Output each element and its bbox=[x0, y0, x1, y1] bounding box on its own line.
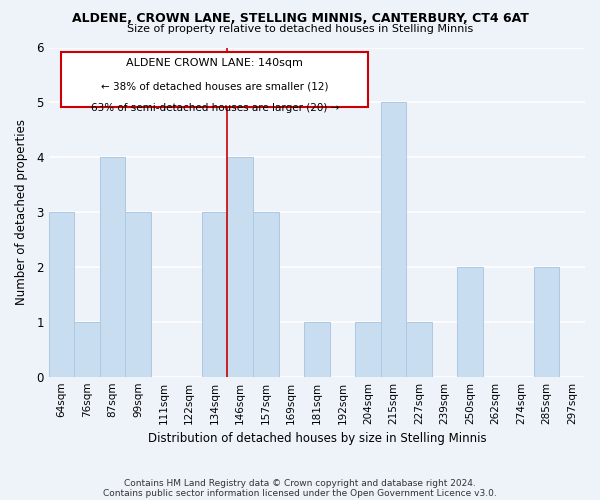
Bar bbox=[457, 267, 483, 376]
Text: Size of property relative to detached houses in Stelling Minnis: Size of property relative to detached ho… bbox=[127, 24, 473, 34]
Bar bbox=[304, 322, 329, 376]
X-axis label: Distribution of detached houses by size in Stelling Minnis: Distribution of detached houses by size … bbox=[148, 432, 486, 445]
Bar bbox=[380, 102, 406, 376]
Text: ALDENE, CROWN LANE, STELLING MINNIS, CANTERBURY, CT4 6AT: ALDENE, CROWN LANE, STELLING MINNIS, CAN… bbox=[71, 12, 529, 26]
Text: ← 38% of detached houses are smaller (12): ← 38% of detached houses are smaller (12… bbox=[101, 82, 328, 92]
Bar bbox=[125, 212, 151, 376]
Text: ALDENE CROWN LANE: 140sqm: ALDENE CROWN LANE: 140sqm bbox=[126, 58, 303, 68]
Bar bbox=[406, 322, 432, 376]
Bar bbox=[253, 212, 278, 376]
Bar bbox=[355, 322, 380, 376]
Bar bbox=[74, 322, 100, 376]
Bar bbox=[100, 157, 125, 376]
Y-axis label: Number of detached properties: Number of detached properties bbox=[15, 119, 28, 305]
Text: Contains HM Land Registry data © Crown copyright and database right 2024.: Contains HM Land Registry data © Crown c… bbox=[124, 478, 476, 488]
Bar bbox=[534, 267, 559, 376]
Bar bbox=[202, 212, 227, 376]
Bar bbox=[227, 157, 253, 376]
Bar bbox=[49, 212, 74, 376]
Text: Contains public sector information licensed under the Open Government Licence v3: Contains public sector information licen… bbox=[103, 488, 497, 498]
FancyBboxPatch shape bbox=[61, 52, 368, 107]
Text: 63% of semi-detached houses are larger (20) →: 63% of semi-detached houses are larger (… bbox=[91, 103, 339, 113]
